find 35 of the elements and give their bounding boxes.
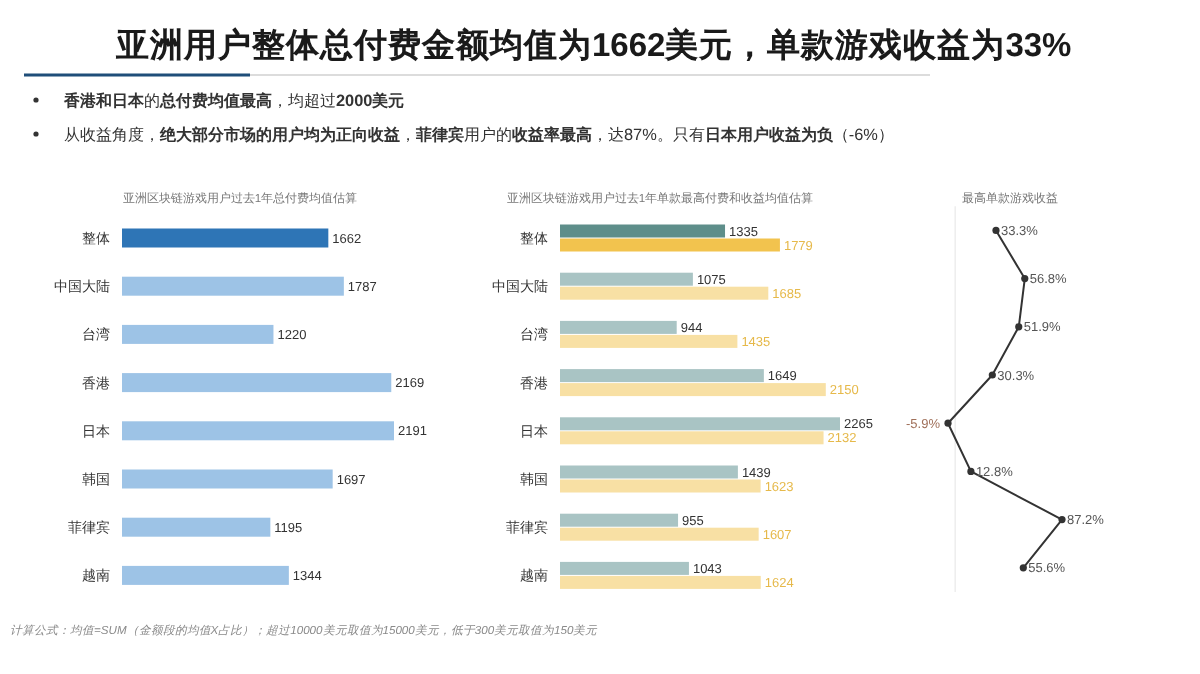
point — [1015, 323, 1023, 331]
point — [967, 467, 975, 475]
bar — [122, 565, 289, 585]
bar — [560, 320, 677, 334]
bar — [560, 479, 761, 493]
bar — [560, 575, 761, 589]
text: 香港和日本的总付费均值最高，均超过2000美元 — [62, 90, 405, 110]
point — [1021, 275, 1029, 283]
bar — [560, 561, 689, 575]
bar — [560, 465, 738, 479]
bar — [122, 324, 274, 344]
point — [944, 419, 952, 427]
bar — [122, 469, 333, 489]
bar — [122, 373, 392, 393]
bar — [560, 272, 693, 286]
text: 从收益角度，绝大部分市场的用户均为正向收益，菲律宾用户的收益率最高，达87%。只有日本用户收益为负（-6%） — [64, 126, 894, 144]
bar — [560, 513, 679, 527]
bar — [122, 421, 394, 441]
bar — [560, 417, 840, 431]
bar — [560, 238, 780, 252]
bar — [122, 228, 329, 248]
bar — [560, 334, 738, 348]
bar — [560, 286, 769, 300]
point — [988, 371, 996, 379]
bar — [560, 383, 826, 397]
bar — [122, 517, 271, 537]
text: 亚洲用户整体总付费金额均值为1662美元，单款游戏收益为33% — [114, 26, 1073, 64]
bar — [560, 224, 726, 238]
bar — [560, 431, 824, 445]
point — [992, 226, 1000, 234]
bar — [560, 369, 764, 383]
point — [1058, 516, 1066, 524]
bar — [122, 276, 344, 296]
point — [1019, 564, 1027, 572]
bar — [560, 527, 759, 541]
